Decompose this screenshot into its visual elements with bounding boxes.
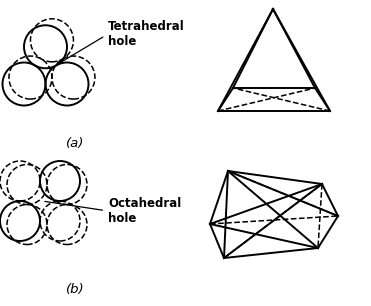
- Text: Octahedral
hole: Octahedral hole: [45, 197, 181, 225]
- Text: (a): (a): [66, 137, 84, 151]
- Text: (b): (b): [66, 283, 84, 297]
- Text: Tetrahedral
hole: Tetrahedral hole: [52, 20, 185, 68]
